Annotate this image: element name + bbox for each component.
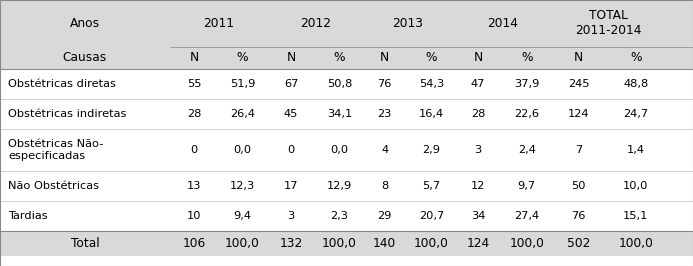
Text: 8: 8 [381,181,388,190]
Text: 12,3: 12,3 [230,181,255,190]
Text: 140: 140 [373,237,396,250]
Text: 17: 17 [284,181,298,190]
Text: 54,3: 54,3 [419,79,444,89]
Text: N: N [380,51,389,64]
Text: 10,0: 10,0 [623,181,649,190]
Text: TOTAL
2011-2014: TOTAL 2011-2014 [575,9,641,37]
Text: 27,4: 27,4 [514,211,539,221]
Text: 124: 124 [568,109,590,119]
Text: 28: 28 [471,109,485,119]
Text: 2,9: 2,9 [423,145,440,155]
Text: 48,8: 48,8 [623,79,649,89]
Text: 100,0: 100,0 [225,237,260,250]
Text: Tardias: Tardias [8,211,48,221]
Text: %: % [237,51,248,64]
Text: 2013: 2013 [392,17,423,30]
Text: 34,1: 34,1 [327,109,352,119]
Text: 16,4: 16,4 [419,109,444,119]
Bar [0,129,693,171]
Text: 132: 132 [279,237,303,250]
Bar [0,69,693,99]
Text: 2014: 2014 [487,17,518,30]
Text: 23: 23 [378,109,392,119]
Text: Causas: Causas [63,51,107,64]
Text: 1,4: 1,4 [627,145,644,155]
Text: %: % [521,51,532,64]
Text: 100,0: 100,0 [618,237,653,250]
Text: 2011: 2011 [203,17,234,30]
Text: 124: 124 [466,237,490,250]
Text: 13: 13 [187,181,201,190]
Text: %: % [630,51,642,64]
Text: 15,1: 15,1 [623,211,649,221]
Text: N: N [473,51,483,64]
Text: 5,7: 5,7 [422,181,441,190]
Text: 12,9: 12,9 [327,181,352,190]
Text: 29: 29 [378,211,392,221]
Text: 0,0: 0,0 [331,145,349,155]
Text: 47: 47 [471,79,485,89]
Text: 20,7: 20,7 [419,211,444,221]
Text: 0: 0 [288,145,295,155]
Text: Obstétricas diretas: Obstétricas diretas [8,79,116,89]
Text: N: N [574,51,584,64]
Bar [0,201,693,231]
Text: 2,4: 2,4 [518,145,536,155]
Text: %: % [334,51,345,64]
Text: N: N [286,51,296,64]
Text: 67: 67 [284,79,298,89]
Text: 50: 50 [572,181,586,190]
Text: 10: 10 [187,211,201,221]
Bar [0,171,693,201]
Text: 106: 106 [182,237,206,250]
Text: 100,0: 100,0 [509,237,544,250]
Text: 2,3: 2,3 [331,211,349,221]
Text: 0,0: 0,0 [234,145,252,155]
Text: %: % [426,51,437,64]
Text: 0: 0 [191,145,198,155]
Text: 2012: 2012 [300,17,331,30]
Text: 3: 3 [288,211,295,221]
Text: 502: 502 [567,237,590,250]
Text: 12: 12 [471,181,485,190]
Text: 4: 4 [381,145,388,155]
Bar [0,0,693,47]
Text: 100,0: 100,0 [414,237,449,250]
Text: 9,4: 9,4 [234,211,252,221]
Text: N: N [189,51,199,64]
Text: 34: 34 [471,211,485,221]
Text: 100,0: 100,0 [322,237,357,250]
Text: 22,6: 22,6 [514,109,539,119]
Text: 26,4: 26,4 [230,109,255,119]
Text: 245: 245 [568,79,590,89]
Text: Obstétricas indiretas: Obstétricas indiretas [8,109,127,119]
Text: 55: 55 [187,79,201,89]
Text: 76: 76 [572,211,586,221]
Text: 28: 28 [187,109,201,119]
Text: 7: 7 [575,145,582,155]
Text: 45: 45 [284,109,298,119]
Bar [0,47,693,69]
Text: 50,8: 50,8 [327,79,352,89]
Text: 76: 76 [378,79,392,89]
Text: Total: Total [71,237,99,250]
Text: Não Obstétricas: Não Obstétricas [8,181,99,190]
Bar [0,231,693,256]
Bar [0,99,693,129]
Text: 37,9: 37,9 [514,79,539,89]
Text: Obstétricas Não-
especificadas: Obstétricas Não- especificadas [8,139,104,161]
Text: 51,9: 51,9 [230,79,255,89]
Text: 24,7: 24,7 [623,109,649,119]
Text: 3: 3 [475,145,482,155]
Text: 9,7: 9,7 [518,181,536,190]
Text: Anos: Anos [70,17,100,30]
